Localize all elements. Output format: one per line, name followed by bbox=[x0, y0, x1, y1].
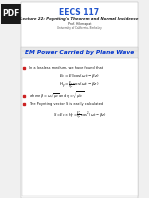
Text: $E_x = E_0 \cos(\omega t - \beta z)$: $E_x = E_0 \cos(\omega t - \beta z)$ bbox=[59, 72, 100, 80]
Text: Lecture 22: Poynting's Theorem and Normal Incidence: Lecture 22: Poynting's Theorem and Norma… bbox=[20, 17, 139, 21]
Text: The Poynting vector S is easily calculated: The Poynting vector S is easily calculat… bbox=[29, 102, 103, 106]
Text: where $\beta = \omega\sqrt{\mu\varepsilon}$ and $\eta = \sqrt{\mu/\varepsilon}$: where $\beta = \omega\sqrt{\mu\varepsilo… bbox=[29, 91, 84, 101]
Text: $H_y = \frac{E_0}{\eta_0} \cos(\omega t - \beta z)$: $H_y = \frac{E_0}{\eta_0} \cos(\omega t … bbox=[59, 80, 100, 92]
Text: PDF: PDF bbox=[3, 9, 20, 18]
FancyBboxPatch shape bbox=[1, 4, 21, 24]
Text: EECS 117: EECS 117 bbox=[59, 8, 100, 17]
Text: $S = E_x \times H_y = \frac{E_0^2}{\eta_0} \cos^2(\omega t - \beta z)$: $S = E_x \times H_y = \frac{E_0^2}{\eta_… bbox=[53, 109, 106, 121]
FancyBboxPatch shape bbox=[22, 58, 138, 196]
Text: EM Power Carried by Plane Wave: EM Power Carried by Plane Wave bbox=[25, 50, 134, 55]
Text: University of California, Berkeley: University of California, Berkeley bbox=[57, 26, 102, 30]
Text: Prof. Hikmapat: Prof. Hikmapat bbox=[68, 22, 91, 26]
FancyBboxPatch shape bbox=[21, 2, 138, 198]
Text: In a lossless medium, we have found that: In a lossless medium, we have found that bbox=[29, 66, 103, 70]
FancyBboxPatch shape bbox=[21, 47, 138, 59]
